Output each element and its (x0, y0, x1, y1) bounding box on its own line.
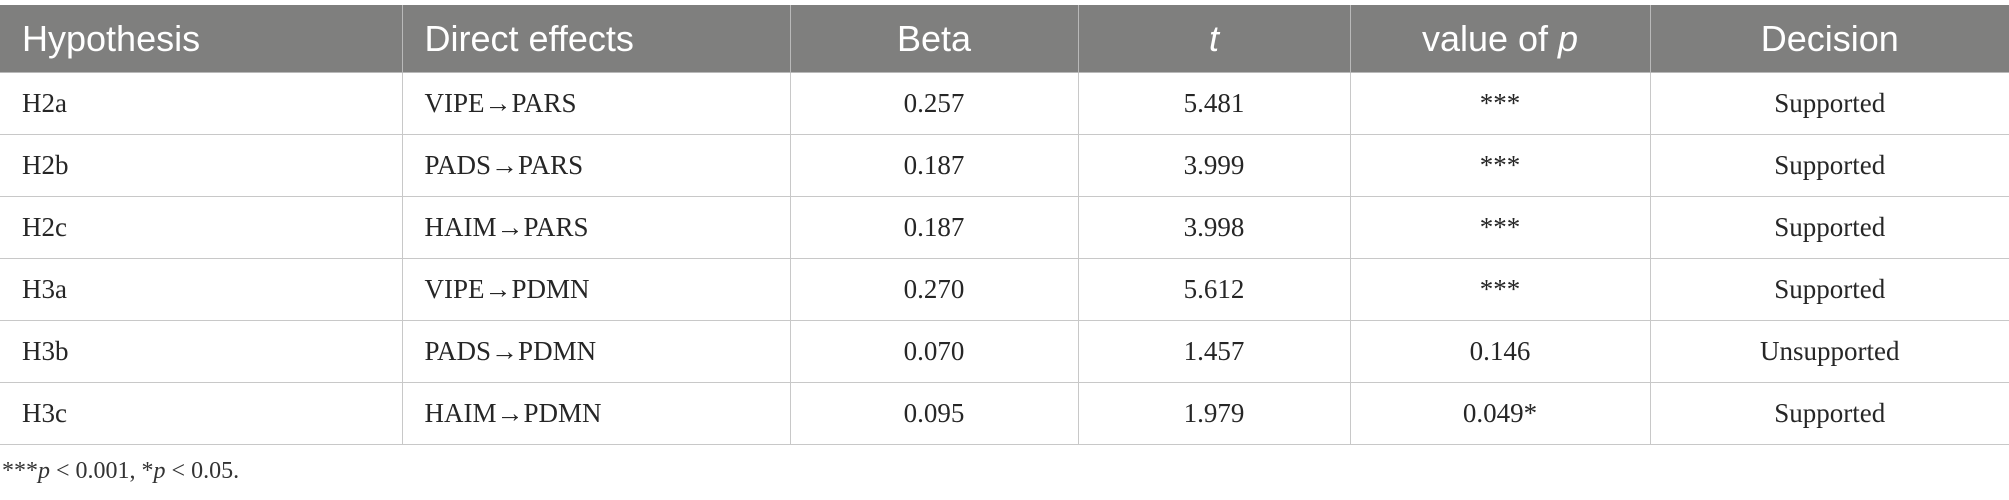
cell-p: *** (1350, 196, 1651, 259)
footnote-threshold-2: < 0.05. (165, 458, 240, 484)
cell-effect: HAIM→PDMN (402, 382, 791, 445)
cell-p: *** (1350, 134, 1651, 197)
cell-decision: Supported (1650, 72, 2009, 135)
header-t-label: t (1208, 17, 1219, 59)
header-hypothesis: Hypothesis (0, 5, 403, 73)
table-row: H2c HAIM→PARS 0.187 3.998 *** Supported (0, 196, 2009, 259)
footnote-stars-2: * (141, 458, 154, 484)
cell-t: 5.481 (1078, 72, 1351, 135)
cell-p: *** (1350, 72, 1651, 135)
table-body: H2a VIPE→PARS 0.257 5.481 *** Supported … (0, 72, 2009, 445)
cell-hypothesis: H3c (0, 382, 403, 445)
footnote-var-1: p (38, 458, 50, 484)
cell-p: 0.049* (1350, 382, 1651, 445)
cell-decision: Supported (1650, 134, 2009, 197)
cell-t: 3.998 (1078, 196, 1351, 259)
header-decision: Decision (1650, 5, 2009, 73)
cell-effect: PADS→PDMN (402, 320, 791, 383)
header-p-value-var: p (1558, 17, 1579, 59)
results-table-container: Hypothesis Direct effects Beta t value o… (0, 5, 2009, 445)
cell-beta: 0.095 (790, 382, 1079, 445)
header-p-value: value of p (1350, 5, 1651, 73)
cell-effect: VIPE→PDMN (402, 258, 791, 321)
cell-hypothesis: H2c (0, 196, 403, 259)
cell-effect: VIPE→PARS (402, 72, 791, 135)
cell-t: 5.612 (1078, 258, 1351, 321)
cell-effect: PADS→PARS (402, 134, 791, 197)
cell-beta: 0.187 (790, 134, 1079, 197)
cell-t: 1.457 (1078, 320, 1351, 383)
cell-decision: Supported (1650, 382, 2009, 445)
cell-p: 0.146 (1350, 320, 1651, 383)
cell-decision: Supported (1650, 258, 2009, 321)
cell-p: *** (1350, 258, 1651, 321)
cell-beta: 0.270 (790, 258, 1079, 321)
header-p-value-prefix: value of (1421, 17, 1559, 59)
cell-hypothesis: H2a (0, 72, 403, 135)
hypothesis-results-table: Hypothesis Direct effects Beta t value o… (0, 5, 2009, 445)
table-row: H3b PADS→PDMN 0.070 1.457 0.146 Unsuppor… (0, 320, 2009, 383)
cell-hypothesis: H2b (0, 134, 403, 197)
table-row: H3c HAIM→PDMN 0.095 1.979 0.049* Support… (0, 382, 2009, 445)
header-direct-effects: Direct effects (402, 5, 791, 73)
cell-t: 3.999 (1078, 134, 1351, 197)
table-header: Hypothesis Direct effects Beta t value o… (0, 5, 2009, 73)
cell-t: 1.979 (1078, 382, 1351, 445)
table-row: H2b PADS→PARS 0.187 3.999 *** Supported (0, 134, 2009, 197)
cell-hypothesis: H3a (0, 258, 403, 321)
cell-beta: 0.257 (790, 72, 1079, 135)
cell-hypothesis: H3b (0, 320, 403, 383)
cell-effect: HAIM→PARS (402, 196, 791, 259)
cell-beta: 0.070 (790, 320, 1079, 383)
footnote-threshold-1: < 0.001, (50, 458, 142, 484)
footnote-stars-1: *** (2, 458, 38, 484)
header-t: t (1078, 5, 1351, 73)
cell-beta: 0.187 (790, 196, 1079, 259)
header-row: Hypothesis Direct effects Beta t value o… (0, 5, 2009, 73)
header-beta: Beta (790, 5, 1079, 73)
footnote-var-2: p (153, 458, 166, 484)
table-row: H3a VIPE→PDMN 0.270 5.612 *** Supported (0, 258, 2009, 321)
cell-decision: Supported (1650, 196, 2009, 259)
table-footnote: ***p < 0.001, *p < 0.05. (2, 458, 239, 485)
cell-decision: Unsupported (1650, 320, 2009, 383)
table-row: H2a VIPE→PARS 0.257 5.481 *** Supported (0, 72, 2009, 135)
